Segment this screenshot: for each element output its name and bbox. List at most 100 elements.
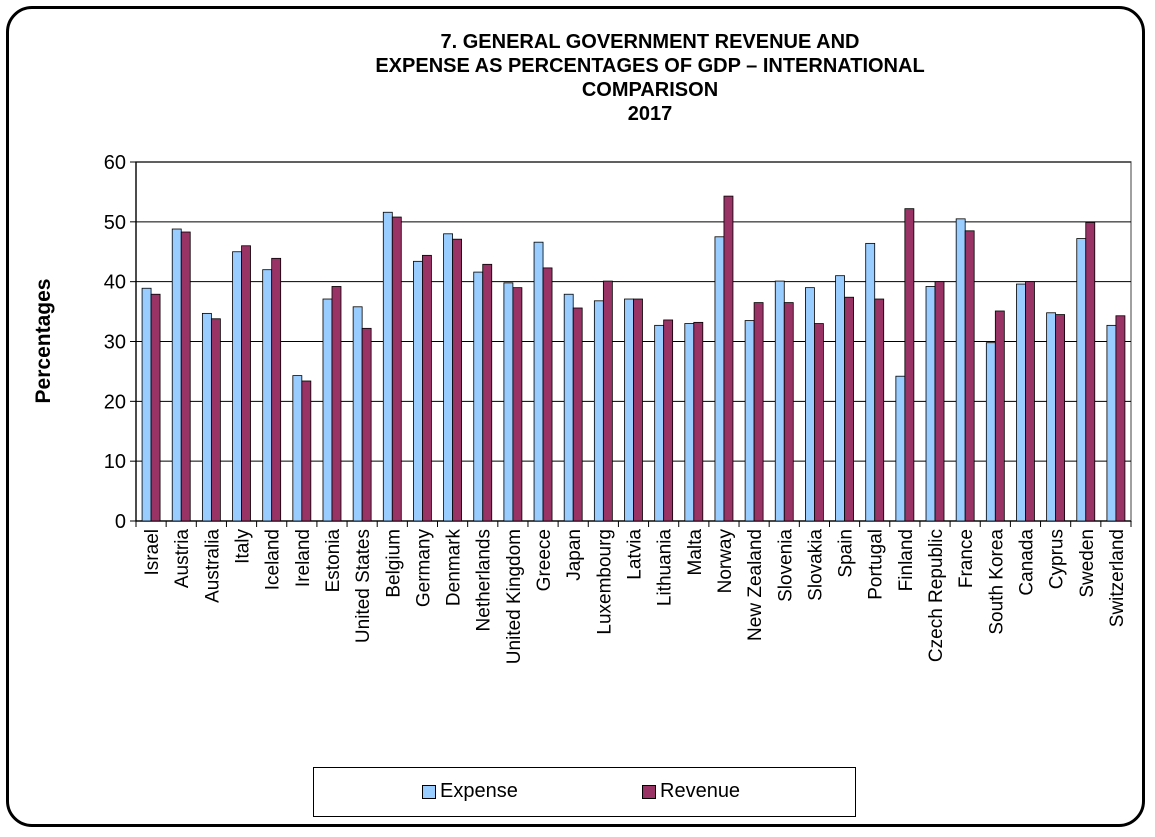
bar-revenue-switzerland xyxy=(1115,315,1126,522)
bar-expense-lithuania xyxy=(654,324,665,522)
x-tick-label-slovenia: Slovenia xyxy=(775,529,796,602)
bar-revenue-israel xyxy=(150,293,161,522)
x-tick-label-austria: Austria xyxy=(172,529,193,589)
bar-revenue-united-states xyxy=(361,327,372,522)
bar-revenue-finland xyxy=(904,208,915,522)
bar-revenue-denmark xyxy=(452,238,462,522)
x-tick-label-new-zealand: New Zealand xyxy=(745,529,766,641)
bar-expense-finland xyxy=(895,375,906,522)
bar-revenue-luxembourg xyxy=(602,280,613,522)
bar-revenue-spain xyxy=(844,296,854,522)
bar-expense-united-kingdom xyxy=(503,282,514,522)
bar-expense-austria xyxy=(171,228,182,522)
x-tick-label-israel: Israel xyxy=(142,529,163,575)
chart-title-line-4: 2017 xyxy=(627,103,673,125)
x-tick-label-portugal: Portugal xyxy=(866,529,887,600)
y-axis-label: Percentages xyxy=(32,279,55,404)
y-tick-label-10: 10 xyxy=(104,451,126,473)
bar-revenue-australia xyxy=(210,318,221,522)
x-tick-label-netherlands: Netherlands xyxy=(474,529,495,631)
bar-revenue-france xyxy=(964,230,975,522)
y-tick-label-60: 60 xyxy=(104,152,126,174)
y-tick-label-30: 30 xyxy=(104,332,126,354)
x-tick-label-denmark: Denmark xyxy=(444,529,465,607)
bar-revenue-greece xyxy=(542,267,553,522)
x-tick-label-south-korea: South Korea xyxy=(986,529,1007,635)
x-tick-label-canada: Canada xyxy=(1016,529,1037,596)
bar-revenue-portugal xyxy=(874,298,885,522)
x-tick-label-united-states: United States xyxy=(353,529,374,643)
x-tick-label-latvia: Latvia xyxy=(625,529,646,580)
bar-expense-slovakia xyxy=(805,287,815,522)
x-tick-label-malta: Malta xyxy=(685,529,706,576)
bar-expense-estonia xyxy=(322,298,333,522)
bar-expense-france xyxy=(955,218,966,522)
bar-expense-norway xyxy=(714,236,725,522)
x-tick-label-slovakia: Slovakia xyxy=(805,529,826,601)
bar-revenue-new-zealand xyxy=(753,302,764,522)
x-tick-label-switzerland: Switzerland xyxy=(1107,529,1128,627)
bar-revenue-netherlands xyxy=(482,263,493,522)
bar-expense-cyprus xyxy=(1046,312,1057,522)
x-tick-label-iceland: Iceland xyxy=(263,529,284,590)
bar-expense-canada xyxy=(1016,283,1026,522)
bar-revenue-malta xyxy=(693,321,704,522)
x-tick-label-united-kingdom: United Kingdom xyxy=(504,529,525,664)
bar-expense-switzerland xyxy=(1106,324,1117,522)
bar-expense-sweden xyxy=(1076,238,1087,522)
bar-revenue-lithuania xyxy=(663,319,674,522)
legend-item-revenue: Revenue xyxy=(642,780,740,803)
bar-revenue-belgium xyxy=(391,216,402,522)
x-tick-label-luxembourg: Luxembourg xyxy=(594,529,615,635)
bar-expense-slovenia xyxy=(774,280,785,522)
bar-revenue-austria xyxy=(180,231,191,522)
legend-swatch-expense xyxy=(422,784,436,799)
bar-revenue-cyprus xyxy=(1055,314,1066,522)
bar-expense-united-states xyxy=(352,306,363,522)
x-tick-label-sweden: Sweden xyxy=(1077,529,1098,598)
x-tick-label-greece: Greece xyxy=(534,529,555,591)
bar-revenue-czech-republic xyxy=(934,281,945,522)
bar-revenue-italy xyxy=(241,245,251,522)
bar-revenue-latvia xyxy=(633,298,643,522)
bar-expense-malta xyxy=(684,323,695,522)
bar-revenue-japan xyxy=(572,307,583,522)
x-tick-label-norway: Norway xyxy=(715,529,736,594)
x-tick-label-germany: Germany xyxy=(413,529,434,608)
bar-revenue-norway xyxy=(723,195,734,522)
legend-item-expense: Expense xyxy=(422,780,518,803)
bar-expense-czech-republic xyxy=(925,286,936,522)
bar-expense-greece xyxy=(533,241,544,522)
x-tick-label-cyprus: Cyprus xyxy=(1047,529,1068,589)
x-tick-label-ireland: Ireland xyxy=(293,529,314,587)
x-tick-label-italy: Italy xyxy=(233,529,254,564)
bar-expense-iceland xyxy=(262,269,273,522)
bar-revenue-germany xyxy=(422,254,432,522)
bar-expense-latvia xyxy=(624,298,634,522)
x-tick-label-japan: Japan xyxy=(564,529,585,581)
chart-title-line-2: EXPENSE AS PERCENTAGES OF GDP – INTERNAT… xyxy=(375,55,925,77)
x-tick-label-spain: Spain xyxy=(836,529,857,578)
x-tick-label-belgium: Belgium xyxy=(383,529,404,598)
bar-expense-ireland xyxy=(292,375,303,522)
legend-label-expense: Expense xyxy=(440,780,518,802)
y-tick-label-20: 20 xyxy=(104,391,126,413)
bar-revenue-iceland xyxy=(271,257,282,522)
legend-label-revenue: Revenue xyxy=(660,780,741,802)
bar-expense-israel xyxy=(141,287,152,522)
x-tick-label-czech-republic: Czech Republic xyxy=(926,529,947,662)
chart-title-line-3: COMPARISON xyxy=(581,79,719,101)
bar-expense-portugal xyxy=(865,242,876,522)
x-tick-label-france: France xyxy=(956,529,977,588)
bar-expense-netherlands xyxy=(473,271,484,522)
x-tick-label-australia: Australia xyxy=(202,529,223,603)
legend: Expense Revenue xyxy=(313,767,856,817)
bar-expense-italy xyxy=(232,251,242,522)
chart-title-line-1: 7. GENERAL GOVERNMENT REVENUE AND xyxy=(440,31,860,53)
x-tick-label-estonia: Estonia xyxy=(323,529,344,593)
bar-expense-germany xyxy=(413,260,423,522)
bar-revenue-south-korea xyxy=(994,310,1005,522)
bar-revenue-slovakia xyxy=(814,323,824,522)
x-tick-label-finland: Finland xyxy=(896,529,917,591)
